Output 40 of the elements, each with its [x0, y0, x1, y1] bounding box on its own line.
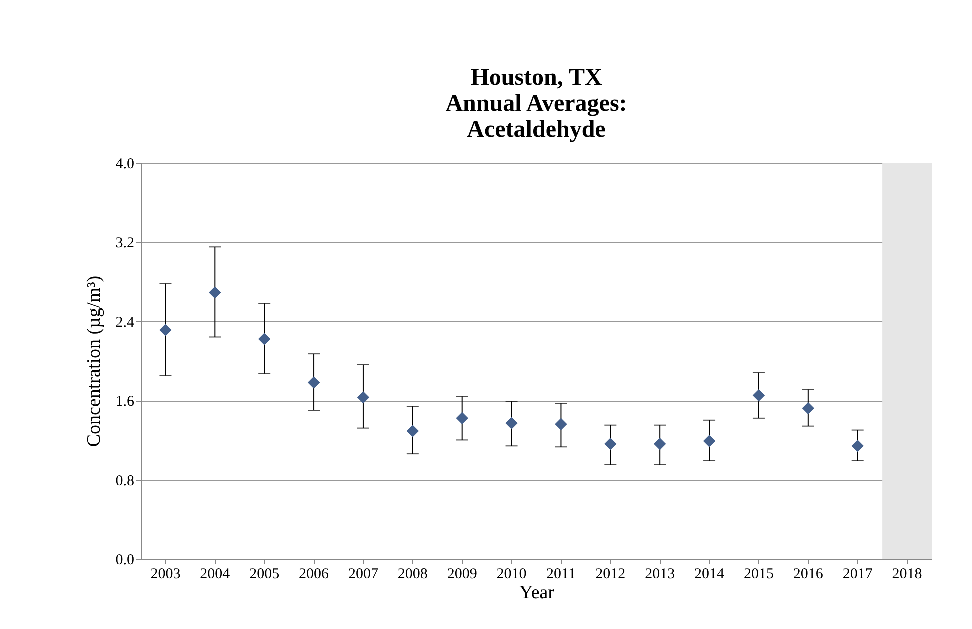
x-tick-label: 2010 — [496, 566, 527, 582]
point — [406, 425, 420, 438]
point — [209, 286, 222, 299]
x-tick-label: 2018 — [892, 566, 922, 582]
point — [456, 412, 468, 425]
x-tick-label: 2007 — [348, 566, 379, 582]
point — [604, 438, 617, 450]
point — [357, 392, 370, 404]
y-axis-title: Concentration (µg/m³) — [84, 276, 105, 448]
x-tick-label: 2014 — [694, 566, 726, 582]
y-tick-label: 1.6 — [116, 394, 135, 410]
y-tick-label: 0.8 — [116, 473, 134, 490]
point — [752, 390, 766, 402]
chart-title: Houston, TX Annual Averages: Acetaldehyde — [446, 65, 628, 143]
point — [654, 438, 666, 450]
y-tick-label: 4.0 — [116, 156, 134, 172]
x-tick-label: 2017 — [842, 566, 874, 582]
point — [852, 440, 864, 452]
point — [802, 402, 815, 415]
point — [308, 376, 320, 389]
point — [703, 435, 716, 448]
y-tick-label: 2.4 — [116, 314, 135, 331]
x-tick-label: 2013 — [645, 566, 676, 582]
point — [258, 333, 271, 346]
x-tick-label: 2005 — [250, 566, 280, 582]
x-axis-title: Year — [519, 582, 556, 604]
x-tick-label: 2004 — [200, 566, 231, 582]
x-tick-label: 2008 — [398, 566, 428, 582]
x-tick-label: 2015 — [744, 566, 774, 582]
y-tick-label: 3.2 — [116, 236, 134, 252]
x-tick-label: 2012 — [596, 566, 626, 582]
x-tick-label: 2009 — [447, 566, 478, 582]
x-tick-label: 2003 — [150, 566, 181, 582]
point — [506, 417, 518, 430]
point — [160, 324, 172, 336]
x-tick-label: 2011 — [546, 566, 576, 582]
x-tick-label: 2016 — [793, 566, 824, 582]
y-tick-label: 0.0 — [116, 552, 134, 568]
point — [555, 418, 568, 430]
x-tick-label: 2006 — [299, 566, 330, 582]
